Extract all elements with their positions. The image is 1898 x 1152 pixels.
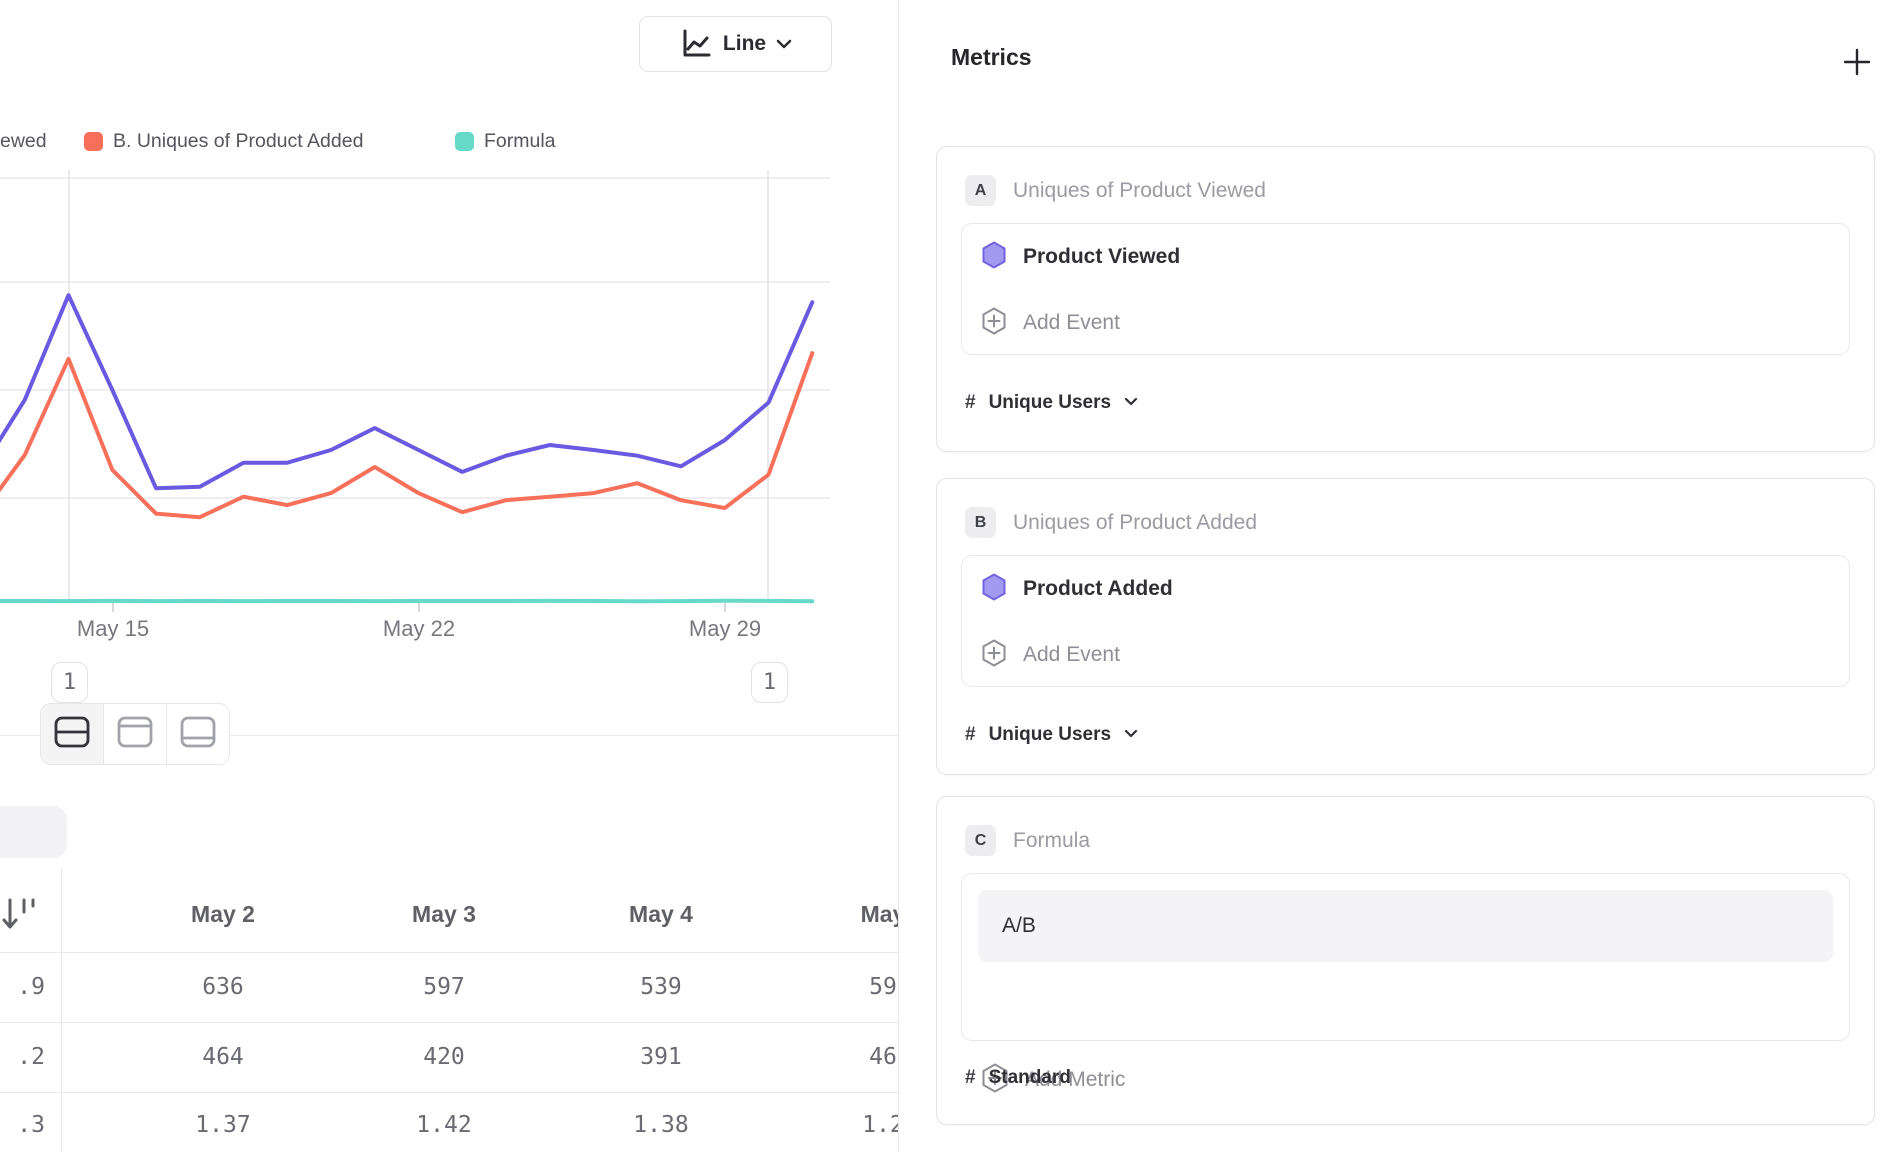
add-event-button[interactable]: Add Event: [962, 290, 1849, 356]
add-event-button[interactable]: Add Event: [962, 622, 1849, 688]
hash-icon: #: [965, 723, 976, 745]
x-axis-label: May 15: [76, 616, 150, 641]
event-block: Product Viewed Add Event: [961, 223, 1850, 355]
chart-legend: ewed B. Uniques of Product Added Formula: [0, 124, 898, 158]
chevron-down-icon: [776, 39, 792, 50]
table-divider: [0, 1022, 898, 1023]
event-block: Product Added Add Event: [961, 555, 1850, 687]
line-chart-icon: [679, 27, 713, 61]
view-toggle-chart[interactable]: [103, 704, 166, 764]
split-view-icon: [54, 716, 90, 753]
annotation-lines: [68, 170, 769, 602]
table-view-icon: [180, 716, 216, 753]
annotation-badge-1[interactable]: 1: [51, 662, 88, 703]
x-axis-label: May 29: [688, 616, 762, 641]
measure-dropdown-unique-users[interactable]: # Unique Users: [965, 719, 1138, 750]
metric-card-c: C Formula A/B Add Metric: [936, 796, 1875, 1125]
chart-type-label: Line: [722, 32, 767, 55]
event-row-product-viewed[interactable]: Product Viewed: [962, 224, 1849, 290]
table-column-header[interactable]: May 3: [412, 901, 476, 927]
table-row-label: .2: [17, 1044, 45, 1070]
metric-title: Uniques of Product Added: [1013, 510, 1258, 534]
table-cell: 539: [640, 974, 682, 1000]
formula-block: A/B Add Metric: [961, 873, 1850, 1093]
chart-pane: Line ewed B. Uniques of Product Added Fo…: [0, 0, 898, 1152]
annotation-badge-2[interactable]: 1: [751, 662, 788, 703]
line-chart[interactable]: [0, 0, 830, 614]
table-cell: 59: [869, 974, 897, 1000]
table-cell: 597: [423, 974, 465, 1000]
chevron-down-icon: [1124, 394, 1138, 412]
legend-swatch-orange: [84, 131, 103, 151]
table-divider: [0, 952, 898, 953]
table-cell: 420: [423, 1044, 465, 1070]
metrics-panel: Metrics A Uniques of Product Viewed: [898, 0, 1898, 1152]
add-metric-button[interactable]: Add Metric: [982, 1054, 1125, 1106]
view-toggle-table[interactable]: [166, 704, 229, 764]
metric-badge-b: B: [965, 507, 996, 538]
table-cell: 636: [202, 974, 244, 1000]
metrics-panel-title: Metrics: [951, 44, 1032, 70]
view-toggle-split[interactable]: [41, 704, 103, 764]
legend-item-a-truncated[interactable]: ewed: [0, 129, 47, 152]
legend-item-formula[interactable]: Formula: [455, 124, 556, 158]
section-divider: [0, 735, 898, 736]
metric-title: Uniques of Product Viewed: [1013, 178, 1266, 202]
formula-input[interactable]: A/B: [978, 890, 1833, 962]
event-hexagon-icon: [982, 240, 1006, 274]
add-event-hexagon-plus-icon: [982, 306, 1006, 340]
chart-view-icon: [117, 716, 153, 753]
chart-type-dropdown[interactable]: Line: [639, 16, 832, 72]
chart-series: [0, 293, 815, 604]
table-row-label: .9: [17, 974, 45, 1000]
table-frozen-divider: [61, 868, 62, 1152]
table-column-header[interactable]: May 4: [629, 901, 693, 927]
x-axis-label: May 22: [382, 616, 456, 641]
table-column-header[interactable]: May 2: [191, 901, 255, 927]
table-cell: 46: [869, 1044, 897, 1070]
metric-title: Formula: [1013, 828, 1091, 852]
measure-standard[interactable]: # Standard: [965, 1067, 1071, 1088]
x-axis-ticks: [112, 603, 726, 612]
table-cell: 1.37: [195, 1112, 251, 1138]
event-hexagon-icon: [982, 572, 1006, 606]
measure-dropdown-unique-users[interactable]: # Unique Users: [965, 387, 1138, 418]
metric-badge-c: C: [965, 825, 996, 856]
table-cell: 1.42: [416, 1112, 472, 1138]
add-metric-plus-button[interactable]: [1841, 46, 1873, 78]
metric-card-header: A Uniques of Product Viewed: [965, 175, 1266, 206]
table-cell: 1.38: [633, 1112, 689, 1138]
legend-swatch-teal: [455, 131, 474, 151]
table-corner-chip[interactable]: [0, 806, 67, 858]
hash-icon: #: [965, 1067, 976, 1088]
legend-item-b[interactable]: B. Uniques of Product Added: [84, 124, 363, 158]
metric-badge-a: A: [965, 175, 996, 206]
event-row-product-added[interactable]: Product Added: [962, 556, 1849, 622]
hash-icon: #: [965, 391, 976, 413]
chevron-down-icon: [1124, 726, 1138, 744]
sort-descending-icon[interactable]: [2, 895, 36, 940]
table-cell: 1.2: [862, 1112, 898, 1138]
table-row-label: .3: [17, 1112, 45, 1138]
table-divider: [0, 1092, 898, 1093]
view-toggle-group: [40, 703, 230, 765]
table-column-header[interactable]: May: [860, 901, 898, 927]
metric-card-a: A Uniques of Product Viewed Product View…: [936, 146, 1875, 452]
metric-card-header: C Formula: [965, 825, 1090, 856]
table-cell: 464: [202, 1044, 244, 1070]
add-event-hexagon-plus-icon: [982, 638, 1006, 672]
metric-card-b: B Uniques of Product Added Product Added: [936, 478, 1875, 775]
metric-card-header: B Uniques of Product Added: [965, 507, 1257, 538]
table-cell: 391: [640, 1044, 682, 1070]
add-metric-hexagon-plus-icon: [982, 1062, 1008, 1098]
